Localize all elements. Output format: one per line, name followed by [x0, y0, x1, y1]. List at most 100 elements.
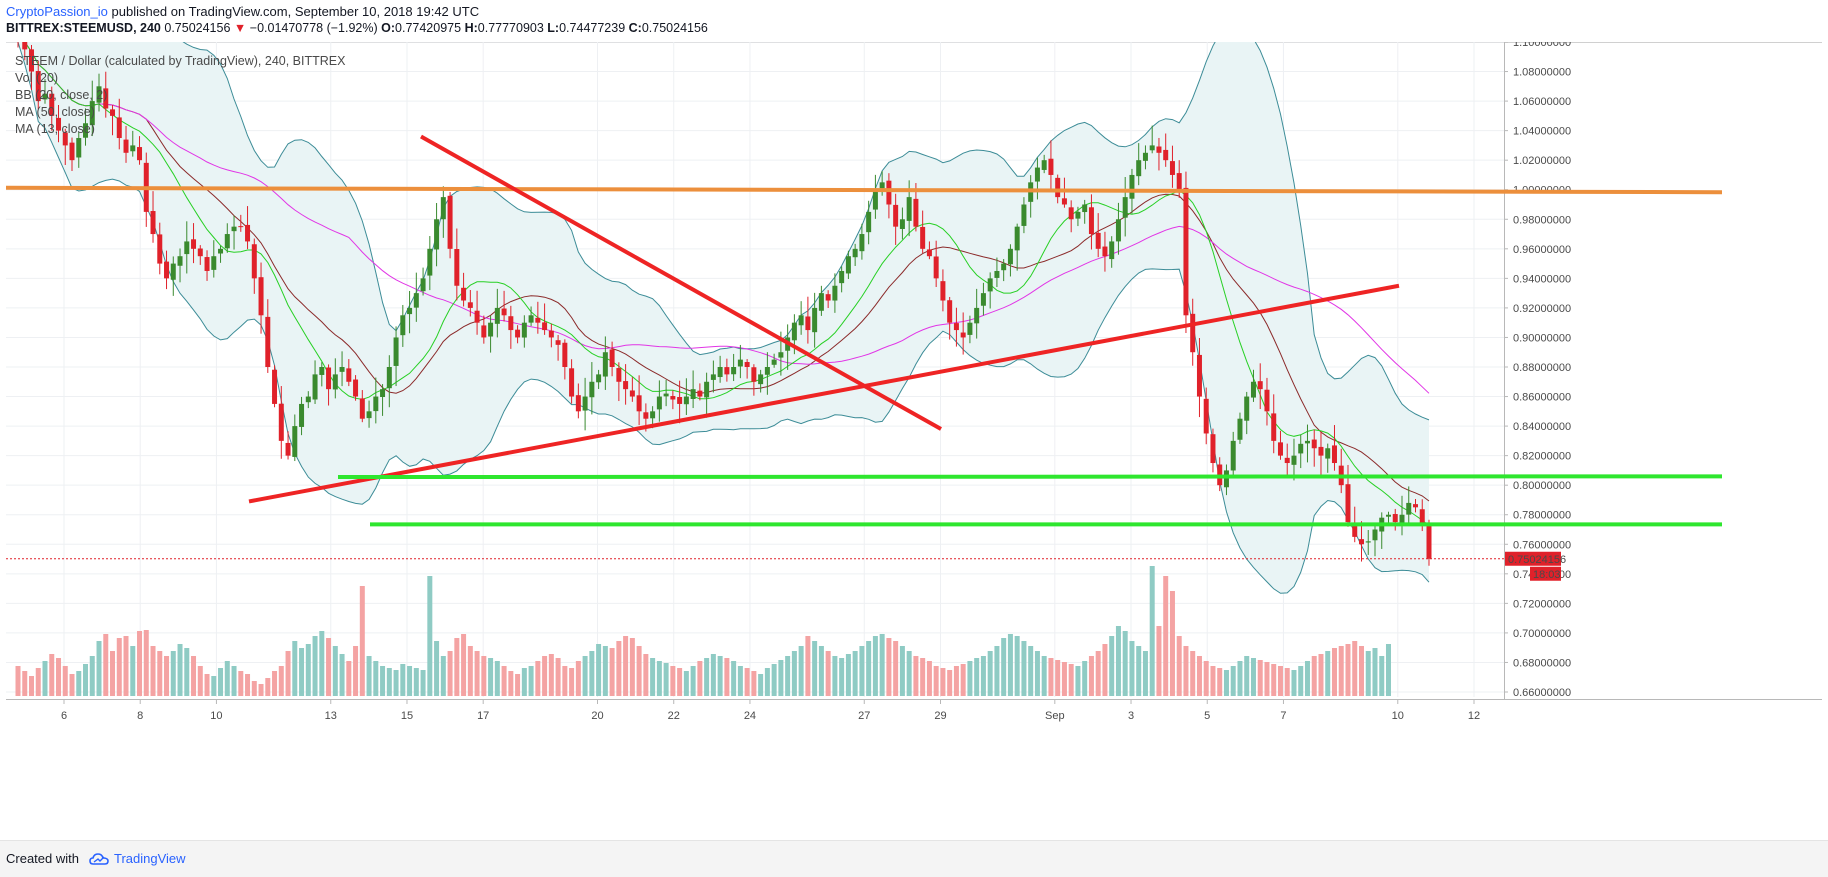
price-chart[interactable]: 1.10000000 1.08000000 1.06000000 1.04000000… — [6, 42, 1822, 838]
volume-bar[interactable] — [1311, 656, 1317, 696]
candle-body[interactable] — [1136, 160, 1142, 177]
volume-bar[interactable] — [1183, 646, 1189, 696]
volume-bar[interactable] — [1014, 636, 1020, 696]
candle-body[interactable] — [1156, 146, 1162, 153]
volume-bar[interactable] — [731, 661, 737, 696]
volume-bar[interactable] — [744, 668, 750, 696]
candle-body[interactable] — [1358, 539, 1364, 545]
candle-body[interactable] — [1223, 470, 1229, 488]
volume-bar[interactable] — [1217, 668, 1223, 696]
candle-body[interactable] — [265, 316, 271, 367]
volume-bar[interactable] — [373, 661, 379, 696]
volume-bar[interactable] — [535, 661, 541, 696]
volume-bar[interactable] — [629, 638, 635, 696]
volume-bar[interactable] — [1088, 656, 1094, 696]
candle-body[interactable] — [947, 300, 953, 323]
candle-body[interactable] — [467, 302, 473, 308]
candle-body[interactable] — [1014, 226, 1020, 251]
candle-body[interactable] — [1001, 263, 1007, 271]
volume-bar[interactable] — [272, 671, 278, 696]
candle-body[interactable] — [636, 395, 642, 412]
volume-bar[interactable] — [1007, 634, 1013, 696]
candle-body[interactable] — [562, 342, 568, 367]
candle-body[interactable] — [393, 337, 399, 366]
candle-body[interactable] — [1399, 514, 1405, 523]
volume-bar[interactable] — [501, 666, 507, 696]
legend-title[interactable]: STEEM / Dollar (calculated by TradingVie… — [15, 54, 346, 68]
candle-body[interactable] — [177, 256, 183, 266]
volume-bar[interactable] — [751, 671, 757, 696]
candle-body[interactable] — [575, 395, 581, 412]
volume-bar[interactable] — [319, 631, 325, 696]
candle-body[interactable] — [920, 226, 926, 249]
volume-bar[interactable] — [137, 631, 143, 696]
volume-bar[interactable] — [231, 666, 237, 696]
volume-bar[interactable] — [704, 658, 710, 696]
candle-body[interactable] — [1007, 248, 1013, 265]
volume-bar[interactable] — [299, 648, 305, 696]
candle-body[interactable] — [211, 256, 217, 270]
volume-bar[interactable] — [346, 661, 352, 696]
candle-body[interactable] — [650, 411, 656, 419]
candle-body[interactable] — [737, 359, 743, 367]
candle-body[interactable] — [1115, 219, 1121, 242]
volume-bar[interactable] — [292, 641, 298, 696]
volume-bar[interactable] — [494, 661, 500, 696]
volume-bar[interactable] — [596, 644, 602, 696]
candle-body[interactable] — [1291, 455, 1297, 465]
volume-bar[interactable] — [285, 651, 291, 696]
volume-bar[interactable] — [434, 641, 440, 696]
volume-bar[interactable] — [224, 661, 230, 696]
candle-body[interactable] — [893, 204, 899, 227]
candle-body[interactable] — [204, 257, 210, 271]
volume-bar[interactable] — [62, 666, 68, 696]
candle-body[interactable] — [663, 393, 669, 397]
volume-bar[interactable] — [589, 651, 595, 696]
candle-body[interactable] — [407, 307, 413, 315]
volume-bar[interactable] — [204, 674, 210, 696]
candle-body[interactable] — [440, 197, 446, 220]
candle-body[interactable] — [1352, 523, 1358, 537]
candle-body[interactable] — [110, 109, 116, 116]
volume-bar[interactable] — [116, 638, 122, 696]
tradingview-brand[interactable]: TradingView — [114, 851, 186, 866]
candle-body[interactable] — [980, 293, 986, 306]
volume-bar[interactable] — [940, 668, 946, 696]
candle-body[interactable] — [906, 197, 912, 221]
volume-bar[interactable] — [717, 656, 723, 696]
chart-area[interactable]: 1.10000000 1.08000000 1.06000000 1.04000000… — [6, 42, 1822, 838]
volume-bar[interactable] — [1169, 591, 1175, 696]
volume-bar[interactable] — [386, 668, 392, 696]
volume-bar[interactable] — [35, 668, 41, 696]
candle-body[interactable] — [744, 362, 750, 367]
volume-bar[interactable] — [845, 654, 851, 696]
volume-bar[interactable] — [771, 664, 777, 696]
volume-bar[interactable] — [521, 668, 527, 696]
candle-body[interactable] — [157, 234, 163, 264]
volume-bar[interactable] — [218, 668, 224, 696]
candle-body[interactable] — [434, 219, 440, 250]
candle-body[interactable] — [1237, 418, 1243, 440]
candle-body[interactable] — [771, 359, 777, 365]
candle-body[interactable] — [1088, 207, 1094, 235]
candle-body[interactable] — [1385, 514, 1391, 517]
volume-bar[interactable] — [1264, 662, 1270, 696]
volume-bar[interactable] — [778, 660, 784, 696]
volume-bar[interactable] — [859, 646, 865, 696]
candle-body[interactable] — [1284, 457, 1290, 464]
volume-bar[interactable] — [1095, 651, 1101, 696]
candle-body[interactable] — [312, 374, 318, 400]
candle-body[interactable] — [76, 138, 82, 158]
volume-bar[interactable] — [49, 654, 55, 696]
candle-body[interactable] — [42, 93, 48, 100]
volume-bar[interactable] — [22, 671, 28, 696]
candle-body[interactable] — [879, 182, 885, 189]
volume-bar[interactable] — [1230, 666, 1236, 696]
candle-body[interactable] — [1250, 381, 1256, 398]
candle-body[interactable] — [197, 248, 203, 257]
candle-body[interactable] — [191, 239, 197, 249]
candle-body[interactable] — [1082, 204, 1088, 213]
candle-body[interactable] — [528, 315, 534, 323]
volume-bar[interactable] — [508, 671, 514, 696]
candle-body[interactable] — [508, 316, 514, 331]
